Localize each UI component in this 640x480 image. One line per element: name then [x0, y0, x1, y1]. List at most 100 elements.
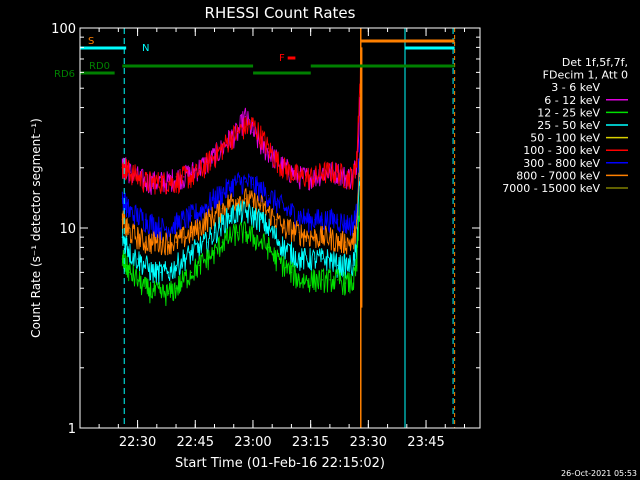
data-point — [221, 208, 223, 210]
data-point — [275, 236, 277, 238]
series-12-25keV — [121, 192, 362, 307]
data-point — [237, 198, 239, 200]
data-point — [183, 258, 185, 260]
data-point — [152, 271, 154, 273]
y-axis-label: Count Rate (s⁻¹ detector segment⁻¹) — [29, 118, 43, 338]
series-layer — [121, 67, 362, 307]
data-point — [137, 236, 139, 238]
data-point — [206, 219, 208, 221]
chart-title: RHESSI Count Rates — [205, 4, 356, 22]
data-point — [190, 252, 193, 254]
data-point — [175, 264, 177, 266]
data-point — [290, 252, 293, 254]
data-point — [167, 271, 170, 273]
data-point — [190, 231, 193, 234]
data-point — [121, 219, 123, 221]
data-point — [144, 287, 146, 289]
data-point — [252, 201, 254, 203]
data-point — [125, 227, 127, 229]
data-point — [221, 241, 223, 243]
data-point — [237, 118, 239, 120]
data-point — [298, 215, 300, 217]
data-point — [337, 219, 339, 221]
data-point — [283, 167, 285, 169]
data-point — [290, 211, 293, 213]
data-point — [221, 192, 223, 194]
data-point — [252, 236, 254, 238]
data-point — [267, 195, 270, 197]
data-point — [190, 163, 193, 165]
data-point — [175, 181, 177, 183]
data-point — [167, 181, 170, 183]
data-point — [252, 123, 254, 125]
data-point — [183, 236, 185, 238]
data-point — [352, 264, 354, 266]
data-point — [198, 246, 200, 248]
data-point — [283, 155, 285, 157]
data-point — [129, 252, 131, 254]
data-point — [206, 258, 208, 260]
data-point — [160, 227, 162, 229]
data-point — [125, 264, 127, 266]
data-point — [137, 279, 139, 281]
data-point — [329, 158, 331, 161]
timestamp: 26-Oct-2021 05:53 — [561, 469, 637, 478]
data-point — [244, 231, 246, 234]
data-point — [275, 144, 277, 146]
data-point — [306, 176, 308, 178]
data-point — [352, 241, 354, 243]
data-point — [314, 279, 316, 281]
data-point — [314, 219, 316, 221]
data-point — [321, 171, 323, 173]
data-point — [314, 158, 316, 161]
data-point — [298, 279, 300, 281]
data-point — [290, 171, 293, 173]
data-point — [329, 258, 331, 260]
data-point — [167, 241, 170, 243]
data-point — [121, 258, 123, 260]
data-point — [229, 215, 231, 217]
data-point — [321, 279, 323, 281]
axes-layer: 1 10 100 22:30 22:45 23:00 23:15 23:30 23:45 — [51, 22, 481, 450]
data-point — [252, 215, 254, 217]
x-tick-label: 22:45 — [177, 435, 214, 450]
y-tick-label: 10 — [59, 222, 76, 237]
data-point — [160, 181, 162, 183]
data-point — [237, 231, 239, 234]
data-point — [206, 204, 208, 206]
data-point — [190, 215, 193, 217]
data-point — [290, 271, 293, 273]
data-point — [198, 227, 200, 229]
y-tick-label: 100 — [51, 22, 76, 37]
data-point — [198, 167, 200, 169]
data-point — [337, 171, 339, 173]
data-point — [252, 183, 254, 186]
legend-entry-label: 800 - 7000 keV — [516, 169, 600, 182]
data-point — [344, 264, 346, 266]
data-point — [283, 227, 285, 229]
data-point — [214, 198, 216, 200]
data-point — [260, 241, 262, 243]
data-point — [337, 158, 339, 161]
data-point — [244, 198, 246, 200]
data-point — [206, 163, 208, 165]
data-point — [290, 158, 293, 161]
data-point — [260, 189, 262, 191]
data-point — [183, 219, 185, 221]
data-point — [167, 293, 170, 295]
data-point — [121, 236, 123, 238]
data-point — [244, 181, 246, 183]
data-point — [306, 163, 308, 165]
flag-label-f: F — [279, 53, 285, 64]
data-point — [283, 246, 285, 248]
data-point — [206, 151, 208, 153]
x-tick-label: 22:30 — [119, 435, 156, 450]
data-point — [275, 201, 277, 203]
data-point — [160, 241, 162, 243]
data-point — [344, 223, 346, 225]
data-point — [160, 271, 162, 273]
data-point — [237, 211, 239, 213]
data-point — [321, 219, 323, 221]
